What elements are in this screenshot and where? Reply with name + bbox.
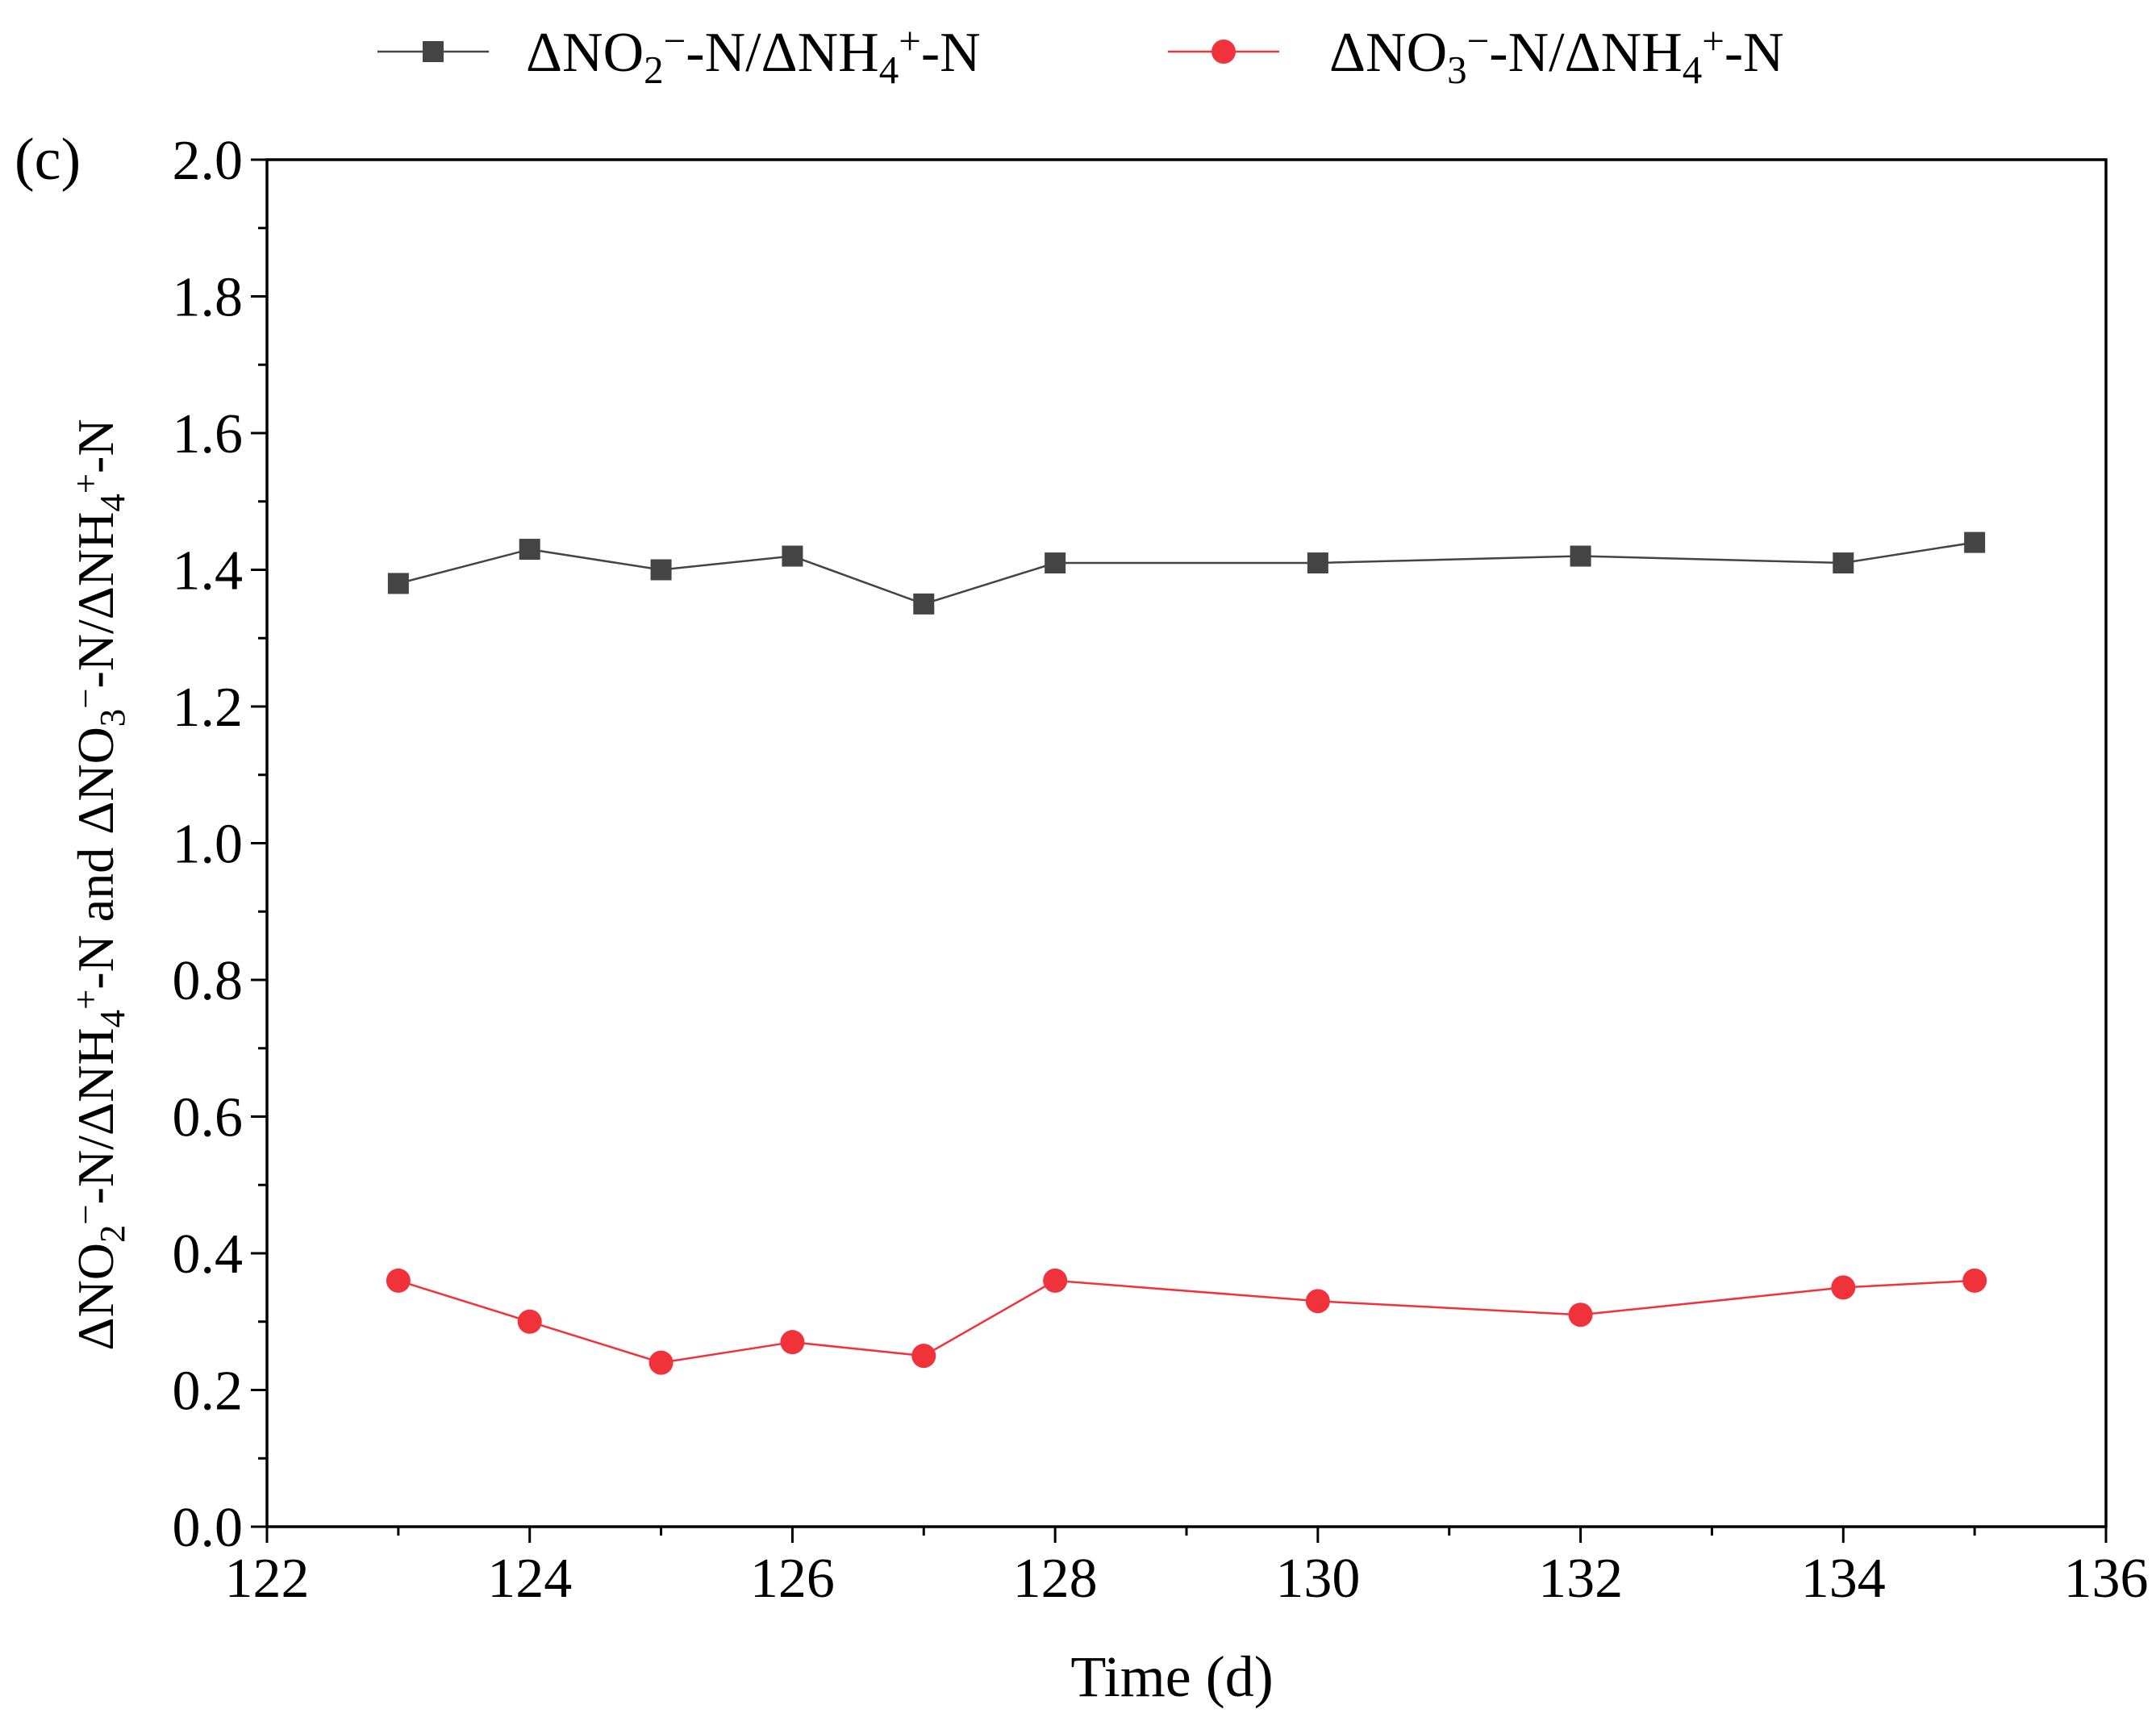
legend-marker bbox=[423, 41, 444, 62]
y-tick-label: 1.4 bbox=[173, 540, 244, 602]
y-tick-label: 0.6 bbox=[173, 1087, 244, 1149]
series-2 bbox=[386, 1268, 1987, 1375]
x-tick-label: 132 bbox=[1538, 1548, 1623, 1610]
x-axis-label: Time (d) bbox=[1070, 1644, 1273, 1709]
data-point bbox=[650, 559, 672, 581]
x-tick-label: 124 bbox=[487, 1548, 572, 1610]
y-tick-label: 0.8 bbox=[173, 950, 244, 1012]
y-tick-label: 1.8 bbox=[173, 267, 244, 329]
data-point bbox=[1305, 1289, 1330, 1314]
legend-label: ΔNO2−-N/ΔNH4+-N bbox=[526, 19, 981, 91]
data-point bbox=[911, 1344, 936, 1369]
data-point bbox=[1568, 1302, 1593, 1327]
data-point bbox=[1043, 1268, 1068, 1293]
data-point bbox=[780, 1330, 805, 1355]
data-point bbox=[648, 1350, 673, 1375]
data-point bbox=[519, 539, 540, 561]
y-tick-label: 0.0 bbox=[173, 1497, 244, 1559]
panel-label: (c) bbox=[15, 127, 81, 193]
x-tick-label: 136 bbox=[2064, 1548, 2149, 1610]
legend-item-1: ΔNO2−-N/ΔNH4+-N bbox=[377, 19, 981, 92]
series-layer bbox=[386, 531, 1987, 1375]
series-1 bbox=[387, 531, 1986, 615]
x-tick-label: 128 bbox=[1013, 1548, 1098, 1610]
x-tick-label: 134 bbox=[1801, 1548, 1886, 1610]
y-tick-label: 0.4 bbox=[173, 1223, 244, 1286]
x-tick-label: 130 bbox=[1275, 1548, 1360, 1610]
legend-marker bbox=[1211, 40, 1236, 64]
data-point bbox=[1570, 545, 1591, 567]
y-tick-label: 1.2 bbox=[173, 677, 244, 739]
data-point bbox=[1045, 552, 1066, 574]
legend-label: ΔNO3−-N/ΔNH4+-N bbox=[1329, 19, 1784, 91]
series-line bbox=[398, 1279, 1975, 1364]
data-point bbox=[1833, 552, 1854, 574]
data-point bbox=[1831, 1275, 1856, 1300]
x-tick-label: 122 bbox=[225, 1548, 310, 1610]
x-tick-label: 126 bbox=[750, 1548, 835, 1610]
data-point bbox=[1307, 552, 1328, 574]
plot-frame bbox=[265, 158, 2108, 1528]
data-point bbox=[1962, 1268, 1987, 1293]
y-tick-label: 1.0 bbox=[173, 814, 244, 876]
data-point bbox=[913, 593, 935, 615]
data-point bbox=[1964, 531, 1986, 553]
y-axis-label: ΔNO2−-N/ΔNH4+-N and ΔNO3−-N/ΔNH4+-N bbox=[65, 419, 131, 1350]
series-line bbox=[398, 541, 1975, 606]
data-point bbox=[782, 545, 803, 567]
legend-item-2: ΔNO3−-N/ΔNH4+-N bbox=[1168, 19, 1784, 92]
data-point bbox=[387, 573, 409, 594]
y-tick-label: 2.0 bbox=[173, 130, 244, 192]
y-tick-label: 1.6 bbox=[173, 403, 244, 465]
legend: ΔNO2−-N/ΔNH4+-N ΔNO3−-N/ΔNH4+-N bbox=[377, 19, 1784, 92]
data-point bbox=[386, 1268, 411, 1293]
y-tick-label: 0.2 bbox=[173, 1361, 244, 1423]
data-point bbox=[517, 1309, 542, 1334]
axes: 122 124 126 128 130 132 134 136 0.0 0.2 0.4 0.6 0.8 1… bbox=[173, 130, 2149, 1610]
